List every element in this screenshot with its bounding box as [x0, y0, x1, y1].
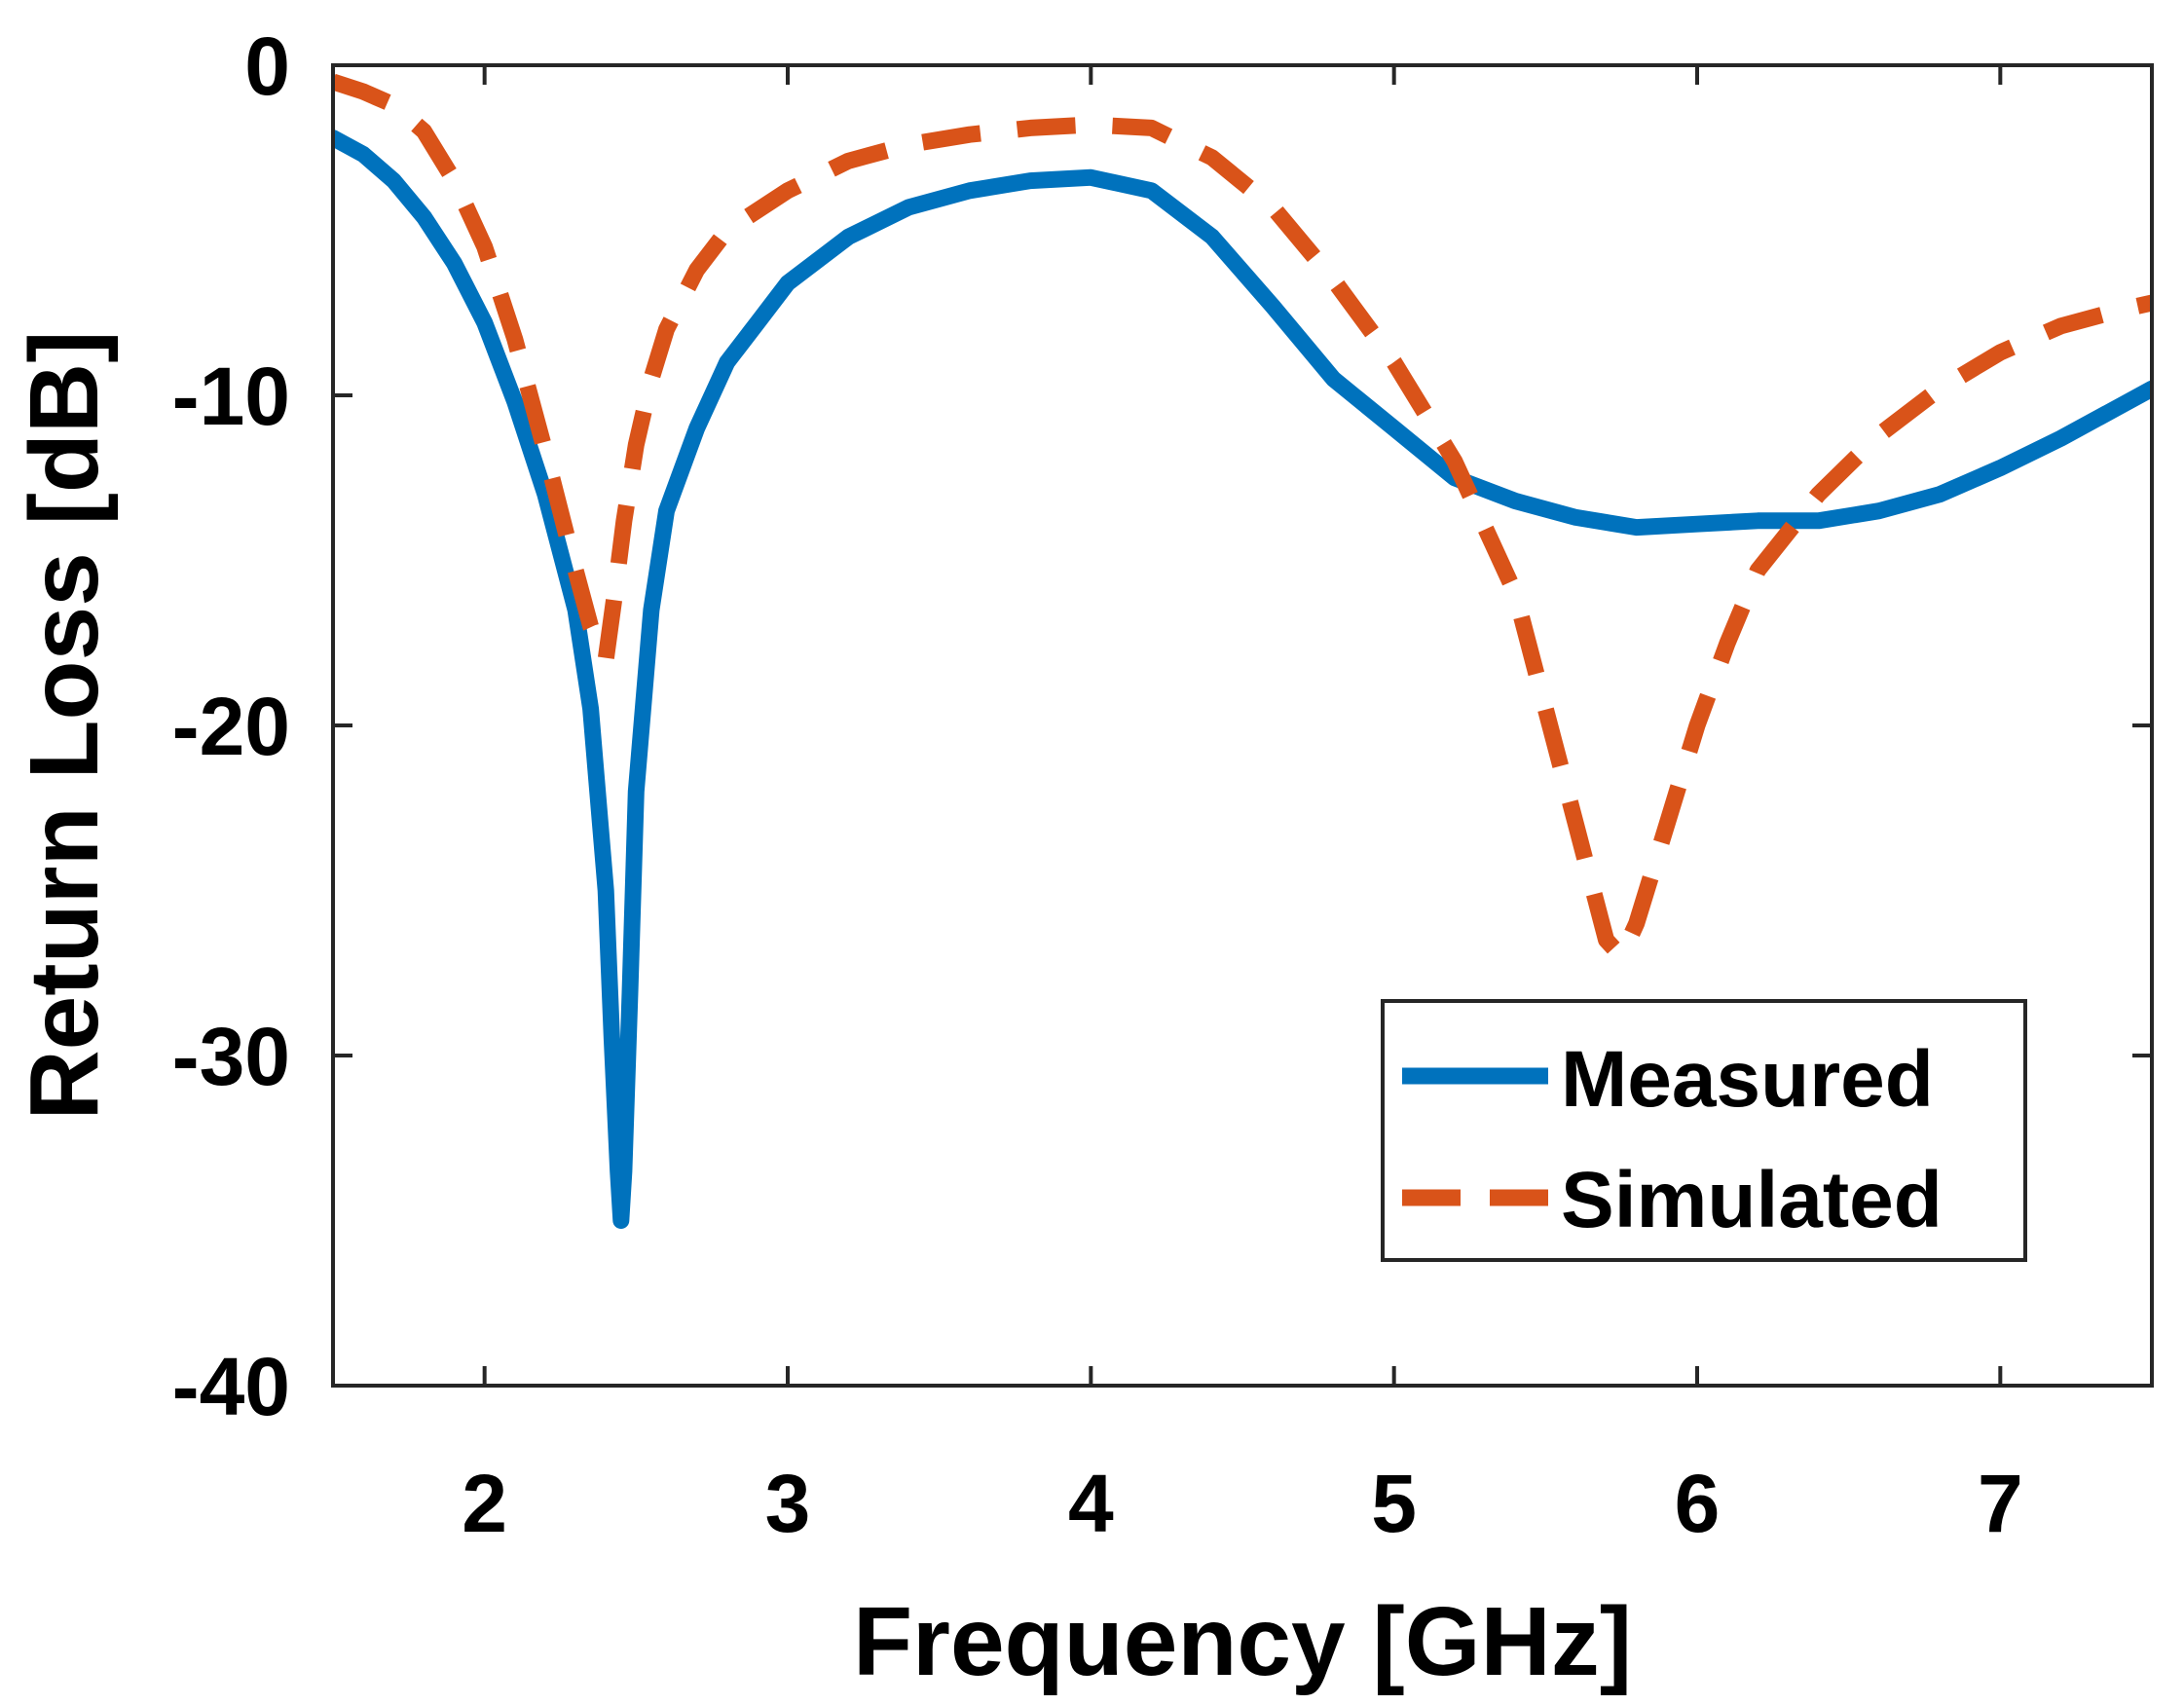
y-tick-label: 0	[244, 20, 290, 112]
legend: Measured Simulated	[1381, 999, 2027, 1262]
y-axis-label: Return Loss [dB]	[10, 330, 119, 1120]
x-tick-label: 5	[1371, 1458, 1417, 1549]
plot-frame	[331, 63, 2154, 1388]
y-tick-label: -40	[172, 1341, 290, 1432]
y-tick-label: -10	[172, 351, 290, 442]
legend-simulated-label: Simulated	[1561, 1156, 1943, 1244]
y-tick-label: -20	[172, 681, 290, 772]
x-tick-labels: 2 3 4 5 6 7	[462, 1458, 2022, 1549]
legend-measured-label: Measured	[1561, 1035, 1934, 1124]
y-tick-label: -30	[172, 1011, 290, 1102]
x-tick-label: 2	[462, 1458, 507, 1549]
series-measured-line	[333, 130, 2152, 1229]
y-tick-labels: 0 -10 -20 -30 -40	[172, 20, 290, 1432]
series-simulated-line	[333, 73, 2152, 965]
series-layer	[333, 73, 2152, 1229]
x-tick-label: 6	[1675, 1458, 1721, 1549]
x-ticks	[482, 65, 2003, 1386]
x-tick-label: 7	[1978, 1458, 2023, 1549]
x-tick-label: 3	[765, 1458, 811, 1549]
x-axis-label: Frequency [GHz]	[853, 1587, 1632, 1696]
legend-box	[1381, 999, 2027, 1262]
x-tick-label: 4	[1068, 1458, 1114, 1549]
